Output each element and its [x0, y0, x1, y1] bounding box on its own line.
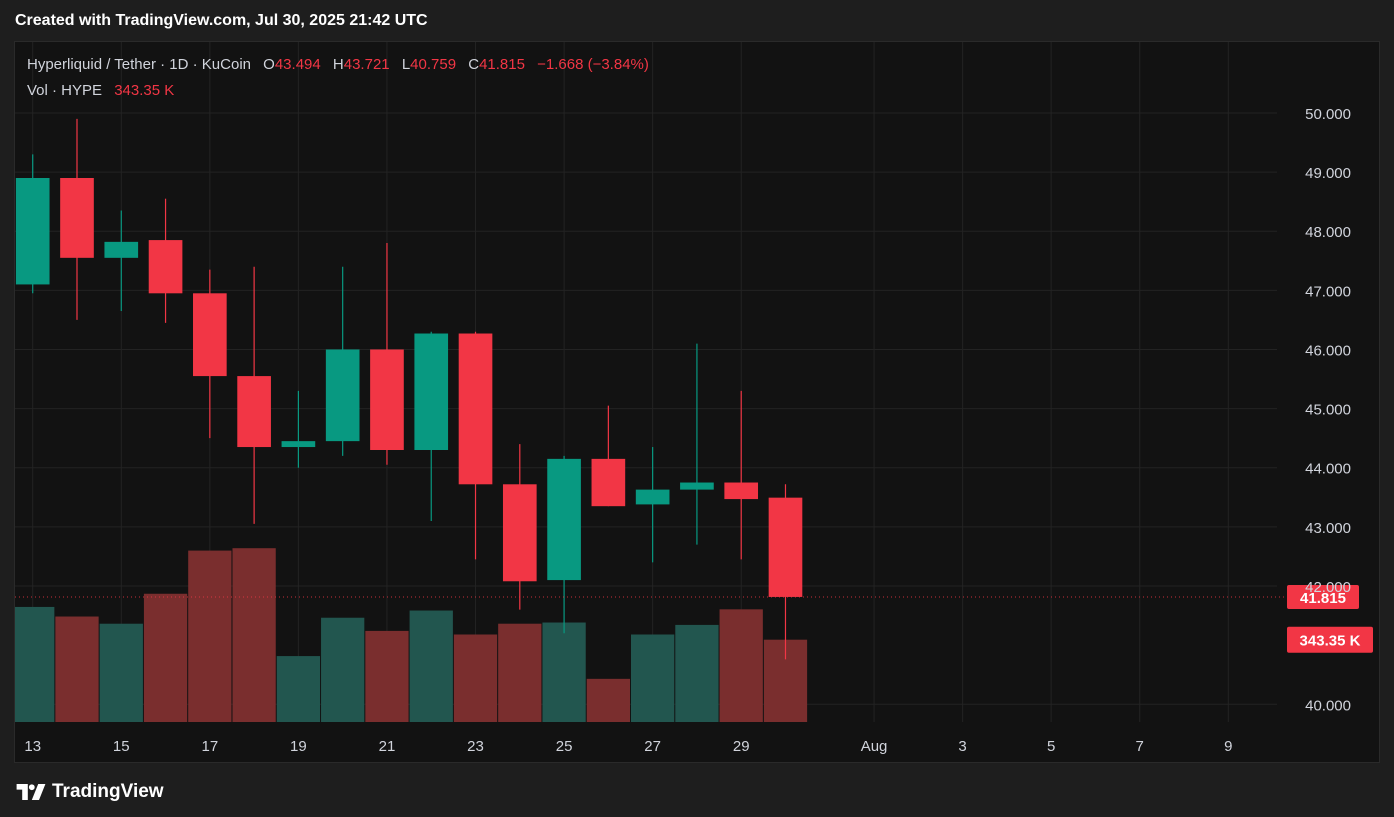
tradingview-brand[interactable]: TradingView: [16, 781, 164, 803]
legend-close-value: 41.815: [479, 56, 525, 73]
legend: Hyperliquid / Tether · 1D · KuCoin O43.4…: [27, 55, 649, 107]
price-tick-label: 45.000: [1305, 402, 1351, 419]
time-tick-label: 9: [1224, 738, 1232, 755]
last-price-label: 41.815: [1300, 590, 1346, 607]
candle-body: [60, 178, 94, 258]
volume-bar: [365, 630, 409, 722]
legend-open-value: 43.494: [274, 56, 321, 73]
legend-low-label: L: [401, 56, 411, 73]
bottom-bar: TradingView: [0, 763, 1394, 817]
volume-bar: [453, 634, 498, 722]
price-chart[interactable]: 41.815 343.35 K 50.000 49.000 48.000 47.000 4…: [15, 42, 1379, 762]
candle-body: [502, 484, 537, 582]
candle-body: [680, 482, 714, 490]
time-tick-label: 3: [958, 738, 966, 755]
time-axis: 13 15 17 19 21 23 25 27 29 Aug 3 5 7 9: [24, 738, 1232, 755]
price-axis: 50.000 49.000 48.000 47.000 46.000 45.000 44.0…: [1305, 106, 1351, 714]
price-tick-label: 44.000: [1305, 461, 1351, 478]
time-tick-label: 5: [1047, 738, 1055, 755]
legend-low-value: 40.759: [410, 56, 457, 73]
candle-body: [591, 458, 626, 507]
volume-bar: [542, 622, 586, 722]
legend-volume-value: 343.35 K: [114, 82, 175, 99]
volume-bars: [15, 548, 808, 722]
volume-bar: [232, 548, 276, 722]
volume-bar: [631, 634, 675, 722]
legend-symbol[interactable]: Hyperliquid / Tether · 1D · KuCoin: [27, 56, 251, 73]
volume-bar: [498, 623, 542, 722]
volume-bar: [719, 609, 763, 722]
volume-bar: [15, 606, 55, 722]
legend-change: −1.668 (−3.84%): [537, 56, 649, 73]
volume-bar: [409, 610, 453, 722]
last-volume-badge: [1287, 626, 1373, 653]
volume-bar: [55, 616, 99, 722]
time-tick-label: 21: [379, 738, 396, 755]
time-tick-label: 29: [733, 738, 750, 755]
chart-area[interactable]: 41.815 343.35 K 50.000 49.000 48.000 47.000 4…: [14, 41, 1380, 763]
time-tick-label: 23: [467, 738, 484, 755]
candle-body: [635, 489, 670, 505]
price-tick-label: 46.000: [1305, 342, 1351, 359]
legend-high-label: H: [332, 56, 344, 73]
candle-body: [15, 178, 50, 285]
legend-high-value: 43.721: [343, 56, 390, 73]
volume-bar: [143, 593, 188, 722]
time-tick-label: 15: [113, 738, 130, 755]
price-tick-label: 42.000: [1305, 579, 1351, 596]
time-tick-label: 13: [24, 738, 41, 755]
candle-body: [724, 482, 759, 500]
legend-volume-row: Vol · HYPE 343.35 K: [27, 81, 649, 107]
volume-bar: [276, 656, 321, 722]
candle-body: [148, 240, 183, 294]
price-tick-label: 47.000: [1305, 283, 1351, 300]
created-with-label: Created with TradingView.com, Jul 30, 20…: [15, 12, 428, 29]
candle-body: [237, 376, 271, 448]
volume-bar: [586, 678, 631, 722]
volume-bar: [99, 623, 143, 722]
candle-body: [458, 333, 493, 485]
time-tick-label: Aug: [861, 738, 888, 755]
price-tick-label: 49.000: [1305, 165, 1351, 182]
volume-bar: [675, 624, 719, 722]
candle-body: [325, 349, 360, 442]
candle-body: [768, 497, 803, 597]
last-price-line: 41.815 343.35 K: [15, 584, 1373, 653]
last-price-badge: [1287, 584, 1359, 609]
candle-body: [547, 458, 581, 581]
top-bar: Created with TradingView.com, Jul 30, 20…: [0, 0, 1394, 42]
price-tick-label: 43.000: [1305, 520, 1351, 537]
candle-body: [104, 241, 139, 258]
candle-body: [193, 293, 227, 377]
time-tick-label: 25: [556, 738, 573, 755]
time-tick-label: 7: [1136, 738, 1144, 755]
volume-bar: [188, 550, 232, 722]
candle-body: [414, 333, 449, 450]
brand-text: TradingView: [52, 781, 164, 802]
legend-close-label: C: [468, 56, 480, 73]
price-tick-label: 40.000: [1305, 697, 1351, 714]
legend-price-row: Hyperliquid / Tether · 1D · KuCoin O43.4…: [27, 55, 649, 81]
candle-body: [281, 441, 316, 448]
price-tick-label: 48.000: [1305, 224, 1351, 241]
legend-open-label: O: [263, 56, 275, 73]
legend-volume-label[interactable]: Vol · HYPE: [27, 82, 103, 99]
last-volume-label: 343.35 K: [1300, 633, 1361, 650]
time-tick-label: 19: [290, 738, 307, 755]
price-tick-label: 50.000: [1305, 106, 1351, 123]
time-tick-label: 27: [644, 738, 661, 755]
tradingview-logo-icon: [16, 784, 46, 800]
time-tick-label: 17: [201, 738, 218, 755]
candlesticks: [15, 118, 803, 660]
volume-bar: [321, 617, 365, 722]
candle-body: [370, 349, 404, 450]
